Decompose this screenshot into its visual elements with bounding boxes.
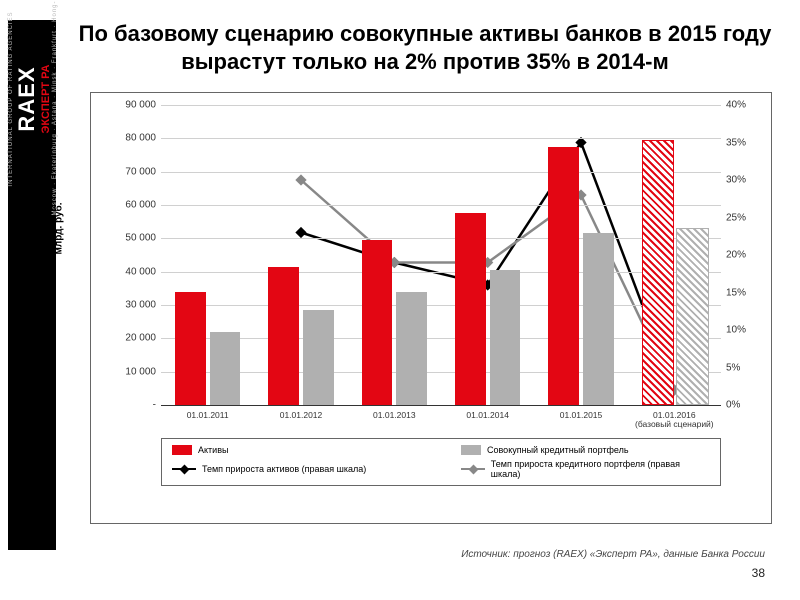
legend-line: [172, 464, 196, 474]
chart-frame: млрд. руб. -10 00020 00030 00040 00050 0…: [90, 92, 772, 524]
y-left-tick: 80 000: [111, 133, 156, 144]
y-left-tick: 30 000: [111, 300, 156, 311]
legend: Активы Совокупный кредитный портфель Тем…: [161, 438, 721, 486]
logo-sidebar: INTERNATIONAL GROUP OF RATING AGENCIES R…: [8, 20, 56, 550]
y-right-tick: 25%: [726, 212, 761, 223]
x-tick: 01.01.2016(базовый сценарий): [629, 411, 719, 430]
logo-main: RAEX: [14, 66, 40, 131]
y-right-tick: 15%: [726, 287, 761, 298]
y-right-tick: 20%: [726, 250, 761, 261]
chart-marker: [295, 174, 306, 185]
chart-line: [301, 143, 674, 391]
chart-marker: [295, 227, 306, 238]
y-left-tick: 60 000: [111, 200, 156, 211]
slide-title: По базовому сценарию совокупные активы б…: [75, 20, 775, 75]
y-right-tick: 30%: [726, 175, 761, 186]
legend-label: Активы: [198, 445, 228, 455]
bar: [642, 140, 675, 405]
x-tick: 01.01.2015: [536, 411, 626, 420]
y-right-tick: 0%: [726, 400, 761, 411]
bar: [268, 267, 299, 405]
x-tick: 01.01.2012: [256, 411, 346, 420]
legend-item: Темп прироста кредитного портфеля (права…: [461, 459, 710, 479]
plot-area: -10 00020 00030 00040 00050 00060 00070 …: [161, 105, 721, 405]
chart-line: [301, 180, 674, 390]
bar: [175, 292, 206, 405]
x-tick: 01.01.2014: [443, 411, 533, 420]
y-left-tick: 20 000: [111, 333, 156, 344]
legend-label: Совокупный кредитный портфель: [487, 445, 629, 455]
bar: [396, 292, 427, 405]
y-right-tick: 10%: [726, 325, 761, 336]
page-number: 38: [752, 566, 765, 580]
y-left-tick: 40 000: [111, 266, 156, 277]
bar: [490, 270, 521, 405]
slide: INTERNATIONAL GROUP OF RATING AGENCIES R…: [0, 0, 800, 600]
bar: [676, 228, 709, 405]
x-tick: 01.01.2011: [163, 411, 253, 420]
legend-swatch: [461, 445, 481, 455]
bar: [548, 147, 579, 405]
y-right-tick: 40%: [726, 100, 761, 111]
legend-line: [461, 464, 485, 474]
y-left-tick: 90 000: [111, 100, 156, 111]
legend-item: Темп прироста активов (правая шкала): [172, 459, 421, 479]
bar: [210, 332, 241, 405]
y-left-tick: -: [111, 400, 156, 411]
logo-red: ЭКСПЕРТ РА: [40, 65, 52, 134]
line-overlay: [161, 105, 721, 405]
y-right-tick: 5%: [726, 362, 761, 373]
bar: [362, 240, 393, 405]
y-axis-left-label: млрд. руб.: [54, 179, 65, 279]
legend-label: Темп прироста кредитного портфеля (права…: [491, 459, 710, 479]
y-left-tick: 10 000: [111, 366, 156, 377]
y-left-tick: 50 000: [111, 233, 156, 244]
bar: [303, 310, 334, 405]
bar: [583, 233, 614, 405]
x-tick: 01.01.2013: [349, 411, 439, 420]
bar: [455, 213, 486, 405]
y-left-tick: 70 000: [111, 166, 156, 177]
legend-swatch: [172, 445, 192, 455]
legend-item: Активы: [172, 445, 421, 455]
source-text: Источник: прогноз (RAEX) «Эксперт РА», д…: [461, 549, 765, 560]
legend-label: Темп прироста активов (правая шкала): [202, 464, 366, 474]
legend-item: Совокупный кредитный портфель: [461, 445, 710, 455]
y-right-tick: 35%: [726, 137, 761, 148]
